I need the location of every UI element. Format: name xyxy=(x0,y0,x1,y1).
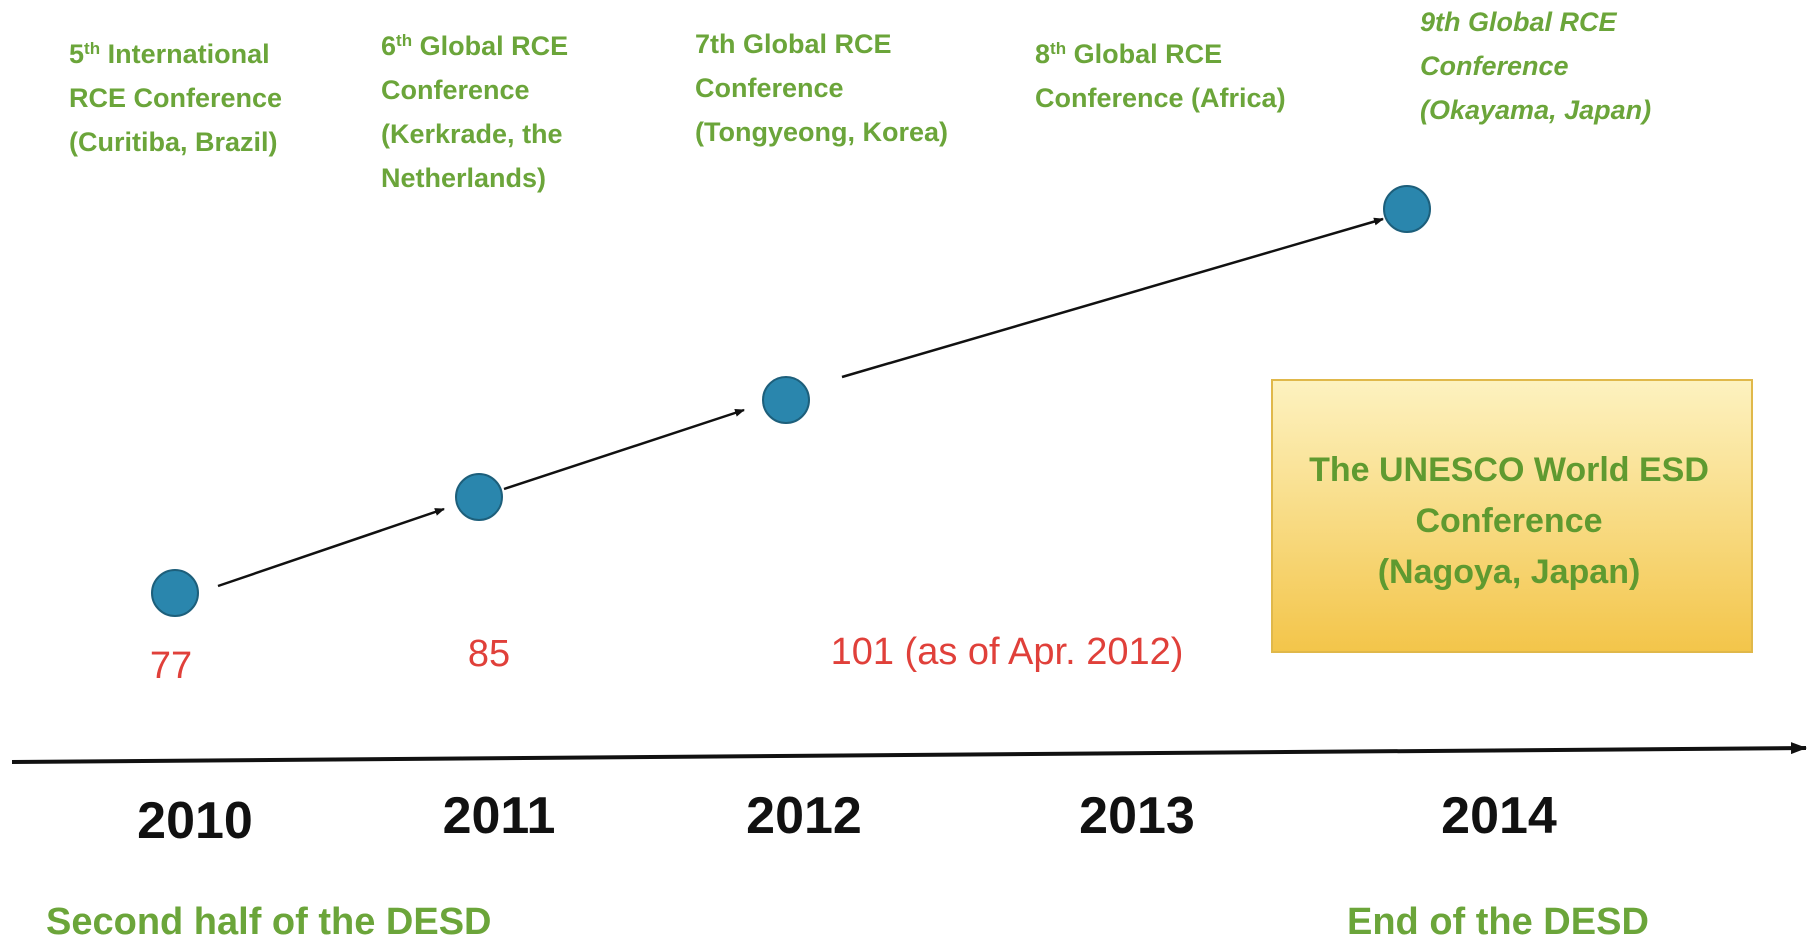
year-label: 2014 xyxy=(1441,787,1557,845)
year-label: 2011 xyxy=(443,787,556,845)
conference-box xyxy=(1271,379,1753,653)
event-label: Conference xyxy=(381,75,530,105)
arrow xyxy=(503,408,745,491)
event-label: (Kerkrade, the xyxy=(381,119,563,149)
event-label-part: 6 xyxy=(381,31,396,61)
event-label-part: Global RCE xyxy=(1066,39,1222,69)
event-label-part: Conference (Africa) xyxy=(1035,83,1286,113)
milestone-dot xyxy=(762,376,810,424)
event-label: 8th Global RCE xyxy=(1035,39,1222,70)
rce-count: 77 xyxy=(150,645,192,687)
event-label-part: th xyxy=(396,31,412,50)
event-label-part: 7th Global RCE xyxy=(695,29,892,59)
milestones xyxy=(151,185,1431,617)
event-label-part: 8 xyxy=(1035,39,1050,69)
event-label-part: th xyxy=(1050,39,1066,58)
event-label: (Okayama, Japan) xyxy=(1420,95,1651,125)
event-label: Conference xyxy=(695,73,844,103)
time-axis xyxy=(11,742,1807,764)
event-label-part: 5 xyxy=(69,39,84,69)
event-label-part: Conference xyxy=(1420,51,1569,81)
rce-count: 85 xyxy=(468,633,510,675)
milestone-dot xyxy=(151,569,199,617)
event-label: (Tongyeong, Korea) xyxy=(695,117,948,147)
period-note: End of the DESD xyxy=(1347,901,1649,941)
rce-count: 101 (as of Apr. 2012) xyxy=(831,631,1184,673)
arrows xyxy=(11,217,1807,764)
event-label: 6th Global RCE xyxy=(381,31,568,62)
event-label: RCE Conference xyxy=(69,83,282,113)
event-label: (Curitiba, Brazil) xyxy=(69,127,278,157)
event-label-part: Global RCE xyxy=(412,31,568,61)
milestone-dot xyxy=(455,473,503,521)
event-label: 9th Global RCE xyxy=(1420,7,1618,37)
box-line: The UNESCO World ESD xyxy=(1309,451,1709,489)
event-label-part: Conference xyxy=(381,75,530,105)
event-label-part: Netherlands) xyxy=(381,163,546,193)
event-label-part: (Okayama, Japan) xyxy=(1420,95,1651,125)
event-label-part: (Tongyeong, Korea) xyxy=(695,117,948,147)
box-line: (Nagoya, Japan) xyxy=(1378,553,1641,591)
event-label-part: (Kerkrade, the xyxy=(381,119,563,149)
year-label: 2013 xyxy=(1079,787,1195,845)
year-label: 2010 xyxy=(137,792,253,850)
event-label: Netherlands) xyxy=(381,163,546,193)
event-label-part: th xyxy=(84,39,100,58)
box-line: Conference xyxy=(1415,502,1602,540)
event-label: Conference xyxy=(1420,51,1569,81)
event-label: Conference (Africa) xyxy=(1035,83,1286,113)
arrow xyxy=(217,507,445,588)
event-label-part: International xyxy=(100,39,270,69)
event-label-part: 9th Global RCE xyxy=(1420,7,1618,37)
event-label: 5th International xyxy=(69,39,270,70)
event-label-part: RCE Conference xyxy=(69,83,282,113)
event-label-part: (Curitiba, Brazil) xyxy=(69,127,278,157)
period-note: Second half of the DESD xyxy=(46,901,491,941)
milestone-dot xyxy=(1383,185,1431,233)
event-label: 7th Global RCE xyxy=(695,29,892,59)
year-label: 2012 xyxy=(746,787,862,845)
event-label-part: Conference xyxy=(695,73,844,103)
arrow xyxy=(841,217,1384,379)
